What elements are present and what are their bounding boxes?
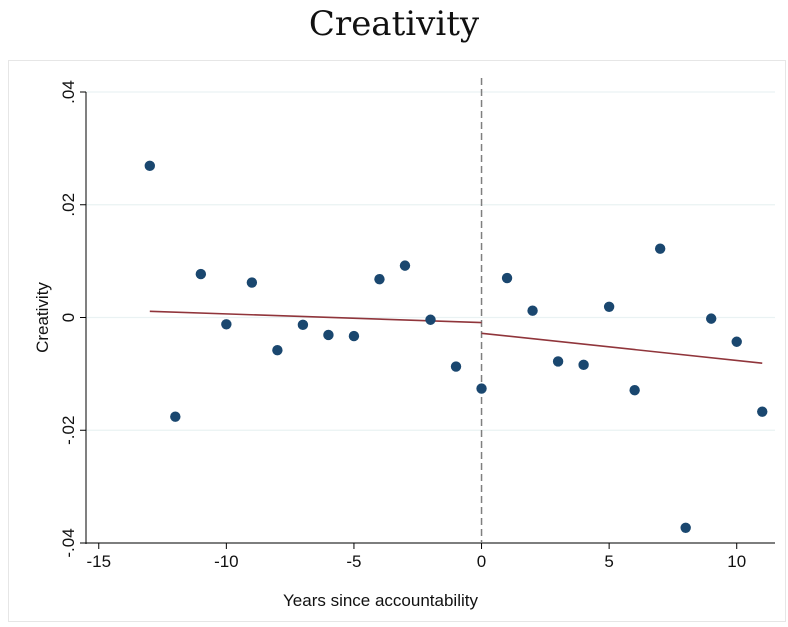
x-tick-label: 10 [727, 552, 746, 571]
fit-line [481, 332, 763, 364]
data-point [425, 314, 436, 325]
data-point [374, 273, 385, 285]
data-point [731, 336, 742, 347]
data-point [144, 160, 155, 172]
data-point [527, 305, 538, 316]
plot-panel [8, 60, 786, 622]
data-point [680, 522, 691, 533]
data-point [450, 361, 462, 372]
x-tick-label: -10 [214, 552, 239, 571]
data-point [578, 359, 589, 371]
x-tick-label: 0 [477, 552, 486, 571]
data-point [272, 344, 283, 356]
data-point [399, 260, 411, 271]
y-tick-label: -.02 [59, 416, 78, 445]
y-axis-title: Creativity [33, 282, 52, 353]
y-tick-label: .04 [59, 80, 78, 104]
data-point [629, 385, 640, 396]
y-tick-label: .02 [59, 193, 78, 217]
tick-labels: -.04 -.02 0 .02 .04 -15 -10 -5 0 5 10 Years since a… [33, 80, 746, 610]
data-points [144, 160, 768, 533]
y-tick-label: -.04 [59, 528, 78, 557]
x-tick-label: -5 [346, 552, 361, 571]
data-point [706, 313, 717, 324]
data-point [552, 356, 564, 367]
x-axis-title: Years since accountability [283, 591, 478, 610]
axes [80, 78, 775, 549]
data-point [348, 330, 360, 342]
data-point [654, 243, 666, 254]
data-point [323, 329, 334, 341]
data-point [297, 319, 309, 331]
data-point [195, 268, 207, 280]
data-point [603, 301, 615, 312]
fit-lines [149, 310, 763, 364]
data-point [221, 319, 232, 330]
data-point [501, 272, 513, 284]
x-tick-label: 5 [604, 552, 613, 571]
data-point [170, 411, 181, 422]
y-tick-label: 0 [59, 313, 78, 322]
data-point [246, 277, 258, 288]
data-point [757, 406, 768, 417]
chart-title: Creativity [308, 4, 480, 44]
x-tick-label: -15 [86, 552, 111, 571]
data-point [476, 383, 487, 394]
